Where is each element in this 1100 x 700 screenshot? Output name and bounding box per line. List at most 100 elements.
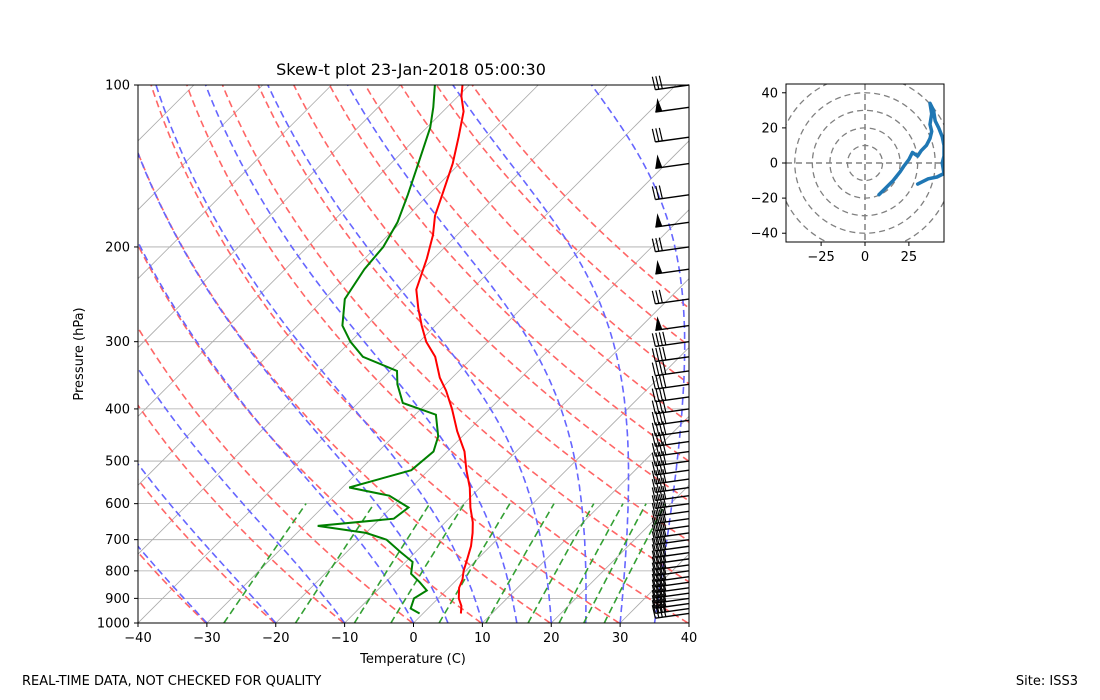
wind-barb-pennant	[655, 259, 663, 274]
wind-barb-flag	[658, 536, 663, 551]
wind-barb-flag	[651, 422, 656, 437]
wind-barb-flag	[658, 399, 663, 413]
wind-barb-staff	[655, 136, 690, 143]
wind-barb-flag	[658, 185, 663, 199]
wind-barb-flag	[662, 410, 667, 424]
wind-barb-flag	[655, 486, 660, 501]
wind-barb-flag	[658, 442, 663, 456]
x-tick-label: 30	[612, 631, 629, 646]
dry-adiabat	[138, 243, 482, 623]
moist-adiabat	[452, 85, 630, 623]
wind-barb-flag	[651, 290, 656, 304]
wind-barb-staff	[655, 162, 690, 170]
wind-barb-flag	[651, 411, 656, 426]
wind-barb	[655, 316, 690, 331]
wind-barb	[651, 603, 690, 619]
hodograph-crosshair	[786, 84, 944, 242]
wind-barb-flag	[655, 461, 660, 475]
wind-barb-flag	[662, 555, 667, 569]
wind-barb-flag	[651, 562, 656, 576]
dry-adiabat	[138, 551, 207, 623]
wind-barb-flag	[651, 517, 656, 531]
wind-barb-flag	[651, 579, 656, 593]
wind-barb-flag	[651, 443, 656, 457]
wind-barb-flag	[651, 537, 656, 552]
wind-barb-flag	[655, 549, 660, 564]
wind-barb-flag	[662, 588, 667, 602]
wind-barb-staff	[655, 194, 690, 201]
wind-barb-flag	[662, 560, 667, 575]
x-tick-label: 40	[681, 631, 698, 646]
wind-barb-staff	[655, 383, 690, 390]
wind-barb-flag	[651, 584, 656, 598]
wind-barb-staff	[655, 324, 690, 331]
isotherm	[550, 484, 689, 623]
hodograph-x-tick-label: −25	[807, 250, 834, 265]
wind-barb-flag	[662, 542, 667, 557]
y-tick-label: 100	[105, 79, 130, 94]
dry-adiabat	[400, 85, 689, 385]
wind-barb-flag	[655, 411, 660, 425]
wind-barb-flag	[658, 347, 663, 361]
moist-adiabat	[138, 366, 346, 623]
wind-barb-flag	[651, 495, 656, 509]
hodograph-trace	[877, 101, 944, 197]
wind-barb-flag	[655, 509, 660, 524]
wind-barb-flag	[658, 451, 663, 465]
wind-barb-flag	[658, 469, 663, 483]
x-tick-label: −20	[262, 631, 289, 646]
dry-adiabat	[257, 85, 689, 543]
wind-barb-flag	[651, 524, 656, 538]
x-tick-label: 0	[409, 631, 417, 646]
mixing-ratio-line	[527, 503, 595, 623]
y-tick-label: 1000	[97, 617, 130, 632]
wind-barb-flag	[658, 561, 663, 575]
wind-barb-flag	[651, 433, 656, 447]
wind-barb	[651, 583, 690, 599]
wind-barb	[651, 536, 690, 552]
wind-barb-flag	[658, 501, 663, 516]
wind-barb	[655, 259, 690, 275]
wind-barb-flag	[658, 75, 663, 89]
wind-barb-flag	[658, 374, 663, 389]
pressure-gridlines	[138, 85, 689, 623]
wind-barb-flag	[651, 238, 656, 252]
wind-barb-staff	[655, 430, 690, 437]
wind-barb-flag	[658, 387, 663, 401]
wind-barb-flag	[651, 388, 656, 402]
wind-barb-flag	[651, 544, 656, 558]
dry-adiabat	[364, 85, 689, 424]
wind-barb-flag	[662, 346, 667, 361]
wind-barb	[651, 451, 690, 467]
wind-barb-pennant	[655, 154, 663, 169]
wind-barb-flag	[651, 568, 656, 582]
mixing-ratio-line	[583, 503, 647, 623]
y-tick-label: 800	[105, 564, 130, 579]
wind-barb-flag	[662, 441, 667, 455]
hodograph-line	[877, 101, 944, 197]
wind-barb-flag	[658, 486, 663, 500]
wind-barb-flag	[662, 593, 667, 607]
wind-barb-flag	[655, 573, 660, 587]
wind-barb-flag	[658, 530, 663, 544]
wind-barb	[651, 374, 690, 390]
wind-barb-flag	[655, 556, 660, 570]
wind-barb-flag	[655, 523, 660, 538]
wind-barb-staff	[655, 84, 690, 91]
wind-barb-flag	[658, 410, 663, 425]
wind-barb-flag	[662, 374, 667, 388]
wind-barb-flag	[655, 599, 660, 613]
wind-barb-flag	[658, 478, 663, 492]
wind-barb-flag	[662, 431, 667, 445]
wind-barb-flag	[655, 517, 660, 531]
wind-barb-flag	[662, 501, 667, 515]
wind-barb-staff	[655, 460, 690, 467]
wind-barb	[651, 410, 690, 426]
moist-adiabat	[138, 545, 208, 623]
wind-barb-flag	[651, 128, 656, 143]
dry-adiabats	[138, 85, 689, 623]
wind-barb-flag	[658, 604, 663, 618]
y-tick-label: 900	[105, 592, 130, 607]
mixing-ratio-line	[558, 503, 624, 623]
